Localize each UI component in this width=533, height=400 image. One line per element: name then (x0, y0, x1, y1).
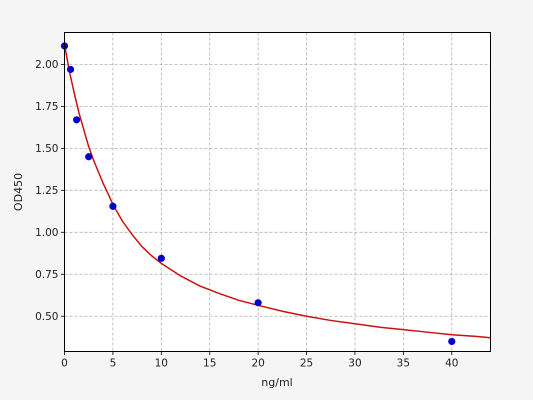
data-point (254, 299, 262, 307)
y-tick-label: 2.00 (35, 59, 58, 71)
x-tick-label: 15 (203, 358, 216, 370)
fit-curve (63, 44, 491, 339)
x-tick-label: 5 (110, 358, 117, 370)
x-axis-label: ng/ml (261, 376, 292, 389)
data-point (157, 254, 165, 262)
x-tick-label: 25 (300, 358, 313, 370)
y-tick-label: 0.50 (35, 311, 58, 323)
data-point (109, 202, 117, 210)
grid (64, 32, 491, 352)
fit-curve-layer (63, 44, 491, 339)
x-tick-label: 10 (155, 358, 168, 370)
x-axis-ticks: 0 5 10 15 20 25 30 35 40 (61, 351, 458, 370)
x-tick-label: 30 (348, 358, 361, 370)
data-point (85, 153, 93, 161)
x-tick-label: 20 (251, 358, 264, 370)
plot-background (64, 32, 491, 352)
y-axis-ticks: 0.50 0.75 1.00 1.25 1.50 1.75 2.00 (35, 59, 65, 323)
x-tick-label: 40 (445, 358, 458, 370)
y-tick-label: 0.75 (35, 269, 58, 281)
x-tick-label: 0 (61, 358, 68, 370)
y-tick-label: 1.75 (35, 101, 58, 113)
x-tick-label: 35 (397, 358, 410, 370)
plot-frame (64, 32, 491, 352)
data-point (73, 116, 81, 124)
y-tick-label: 1.50 (35, 143, 58, 155)
y-axis-label: OD450 (12, 173, 25, 211)
y-tick-label: 1.25 (35, 185, 58, 197)
data-point (66, 65, 75, 74)
y-tick-label: 1.00 (35, 227, 58, 239)
data-point (448, 337, 456, 346)
